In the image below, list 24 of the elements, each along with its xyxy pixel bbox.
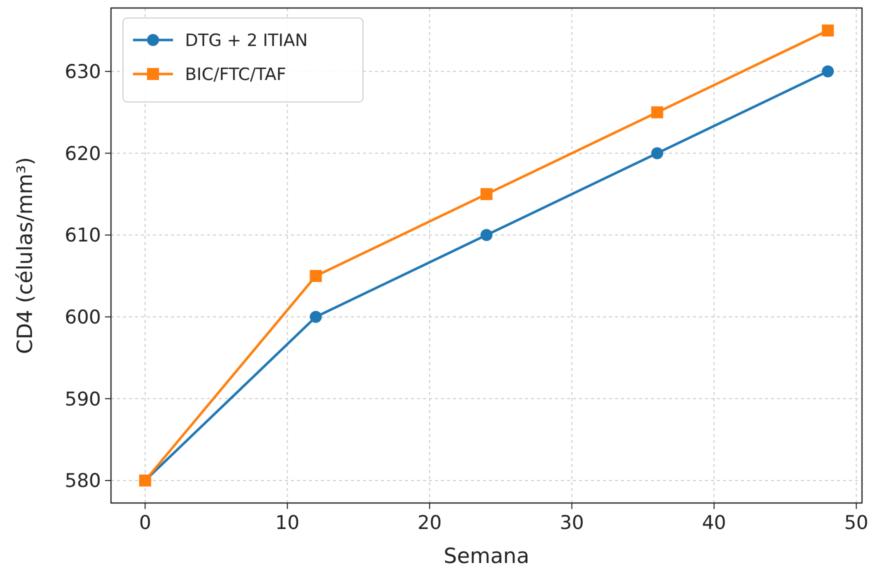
point: [822, 65, 834, 78]
legend-label: BIC/FTC/TAF: [185, 64, 286, 85]
y-tick-label: 590: [64, 388, 101, 410]
point: [651, 147, 664, 160]
x-tick-label: 20: [418, 512, 442, 534]
y-tick-label: 630: [64, 61, 101, 84]
y-tick-label: 580: [64, 470, 101, 492]
x-tick-label: 40: [702, 512, 726, 534]
x-tick-label: 50: [844, 512, 868, 534]
y-tick-label: 600: [64, 306, 101, 329]
point: [480, 229, 492, 242]
point: [651, 106, 664, 118]
x-tick-label: 30: [560, 512, 584, 534]
legend-label: DTG + 2 ITIAN: [185, 30, 308, 51]
point: [822, 24, 834, 36]
x-axis-title: Semana: [444, 544, 530, 568]
y-axis-title: CD4 (células/mm³): [13, 157, 37, 354]
point: [310, 270, 322, 282]
point: [480, 188, 492, 200]
x-tick-label: 0: [139, 512, 152, 534]
y-tick-label: 610: [64, 224, 101, 247]
x-tick-label: 10: [275, 512, 300, 534]
point: [310, 310, 322, 323]
y-tick-label: 620: [64, 142, 101, 165]
